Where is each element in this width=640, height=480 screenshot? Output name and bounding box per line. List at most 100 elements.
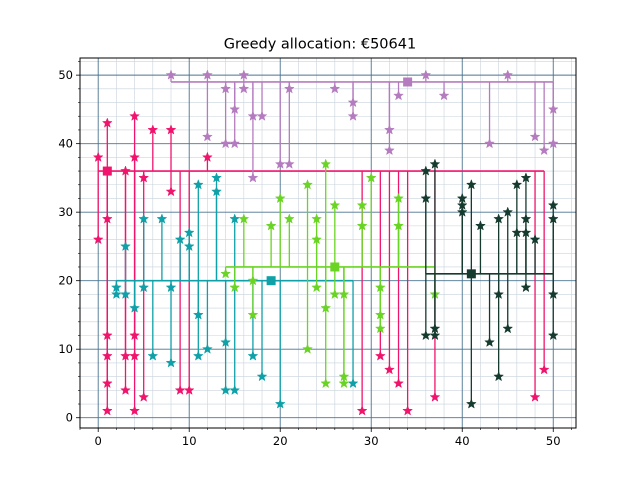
center-marker	[266, 276, 276, 286]
data-point	[138, 213, 150, 224]
series-5	[420, 158, 559, 409]
data-point	[502, 206, 514, 217]
center-marker	[403, 77, 413, 87]
center-marker	[466, 269, 476, 279]
data-point	[92, 233, 104, 245]
data-point	[183, 384, 195, 395]
data-point	[247, 110, 259, 121]
data-point	[220, 336, 232, 347]
data-point	[120, 165, 131, 176]
data-point	[220, 384, 232, 395]
series-2	[165, 69, 559, 183]
data-point	[165, 124, 177, 135]
data-point	[101, 377, 113, 389]
x-axis: 0 10 20 30 40 50	[79, 428, 572, 448]
data-point	[347, 96, 359, 108]
x-tick-label: 40	[455, 434, 470, 448]
data-point	[129, 329, 141, 341]
data-point	[183, 240, 195, 252]
data-point	[374, 350, 386, 361]
y-tick-label: 0	[66, 411, 73, 425]
data-point	[465, 179, 477, 190]
minor-grid	[79, 58, 576, 428]
data-point	[484, 336, 495, 347]
data-point	[238, 83, 250, 94]
data-point	[320, 377, 332, 389]
data-point	[138, 281, 150, 293]
data-point	[192, 350, 204, 361]
data-point	[229, 103, 241, 115]
data-point	[329, 83, 341, 94]
data-point	[511, 179, 523, 190]
data-point	[302, 343, 313, 354]
y-tick-label: 10	[58, 342, 73, 356]
data-point	[356, 199, 368, 210]
data-point	[347, 377, 359, 389]
major-grid	[80, 58, 576, 428]
data-point	[520, 281, 532, 293]
data-point	[265, 220, 277, 231]
data-point	[547, 329, 559, 341]
data-point	[547, 103, 559, 115]
x-tick-label: 50	[546, 434, 561, 448]
data-point	[420, 192, 432, 204]
data-point	[147, 124, 159, 135]
data-point	[547, 213, 559, 224]
data-point	[374, 322, 386, 334]
data-point	[420, 329, 432, 341]
data-point	[511, 227, 523, 238]
data-point	[347, 110, 359, 121]
data-point	[120, 240, 131, 252]
data-point	[101, 350, 113, 361]
data-point	[120, 288, 131, 300]
data-point	[229, 384, 241, 395]
data-point	[438, 89, 450, 101]
data-point	[129, 350, 141, 361]
data-point	[165, 69, 177, 80]
data-point	[329, 288, 341, 300]
data-point	[520, 227, 532, 238]
x-tick-label: 10	[182, 434, 197, 448]
data-point	[311, 281, 323, 293]
data-point	[220, 137, 232, 149]
chart-title: Greedy allocation: €50641	[224, 37, 416, 53]
data-point	[120, 350, 131, 361]
y-tick-label: 40	[58, 137, 73, 151]
data-point	[274, 158, 286, 169]
data-point	[374, 281, 386, 293]
data-point	[247, 172, 259, 183]
data-point	[393, 377, 404, 389]
data-point	[247, 274, 259, 286]
data-point	[393, 89, 404, 101]
data-point	[484, 137, 495, 149]
data-point	[429, 329, 441, 341]
data-point	[101, 117, 113, 128]
data-point	[529, 391, 541, 402]
data-point	[156, 213, 168, 224]
data-point	[547, 137, 559, 149]
x-tick-label: 30	[364, 434, 379, 448]
data-point	[547, 199, 559, 210]
data-point	[529, 233, 541, 245]
data-point	[274, 192, 286, 204]
data-point	[384, 364, 395, 375]
data-point	[229, 213, 241, 224]
data-point	[174, 384, 186, 395]
data-point	[356, 405, 368, 416]
data-point	[283, 83, 295, 94]
center-marker	[330, 262, 340, 272]
y-tick-label: 20	[58, 274, 73, 288]
data-point	[192, 309, 204, 320]
data-point	[393, 220, 404, 231]
data-point	[547, 288, 559, 300]
data-point	[256, 370, 268, 382]
data-point	[138, 391, 150, 402]
data-point	[465, 398, 477, 409]
data-point	[493, 288, 505, 300]
data-point	[365, 172, 377, 183]
data-point	[192, 179, 204, 190]
data-point	[329, 199, 341, 210]
series-3	[110, 172, 359, 409]
data-point	[238, 69, 250, 80]
data-point	[147, 350, 159, 361]
